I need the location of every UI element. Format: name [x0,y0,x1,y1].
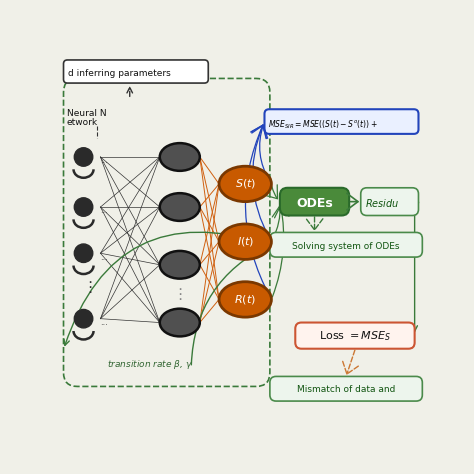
FancyBboxPatch shape [270,232,422,257]
Text: Loss $= \mathit{MSE_S}$: Loss $= \mathit{MSE_S}$ [319,329,392,343]
Text: $\mathit{S}(t)$: $\mathit{S}(t)$ [235,177,256,191]
Text: $\mathit{R}(t)$: $\mathit{R}(t)$ [234,293,256,306]
Ellipse shape [160,143,200,171]
FancyBboxPatch shape [64,60,208,83]
FancyBboxPatch shape [264,109,419,134]
Text: ODEs: ODEs [296,197,333,210]
Ellipse shape [219,224,272,259]
Circle shape [74,310,93,328]
Text: ...: ... [100,206,109,215]
Text: d inferring parameters: d inferring parameters [68,69,171,78]
FancyBboxPatch shape [270,376,422,401]
Text: Solving system of ODEs: Solving system of ODEs [292,242,400,251]
Ellipse shape [160,193,200,221]
Text: ...: ... [100,253,109,262]
Text: $\mathit{Residu}$: $\mathit{Residu}$ [365,197,400,209]
Circle shape [74,244,93,263]
Ellipse shape [219,282,272,317]
Text: etwork: etwork [66,118,98,128]
Ellipse shape [160,309,200,337]
Text: Mismatch of data and: Mismatch of data and [297,385,395,394]
Text: ...: ... [100,318,109,327]
Text: transition rate $\beta$, $\gamma$: transition rate $\beta$, $\gamma$ [107,358,193,372]
Text: ⋮: ⋮ [82,281,97,295]
Circle shape [74,198,93,216]
Circle shape [74,148,93,166]
Text: $\mathit{I}(t)$: $\mathit{I}(t)$ [237,235,254,248]
Text: ...: ... [100,156,109,165]
Text: Neural N: Neural N [66,109,106,118]
Ellipse shape [160,251,200,279]
Text: ⋮: ⋮ [172,287,187,301]
Text: $\mathit{MSE_{SIR}} = \mathit{MSE}((S(t)-S^o(t))+$: $\mathit{MSE_{SIR}} = \mathit{MSE}((S(t)… [268,118,378,131]
Ellipse shape [219,166,272,201]
FancyBboxPatch shape [295,322,415,349]
FancyBboxPatch shape [361,188,419,216]
FancyBboxPatch shape [280,188,349,216]
